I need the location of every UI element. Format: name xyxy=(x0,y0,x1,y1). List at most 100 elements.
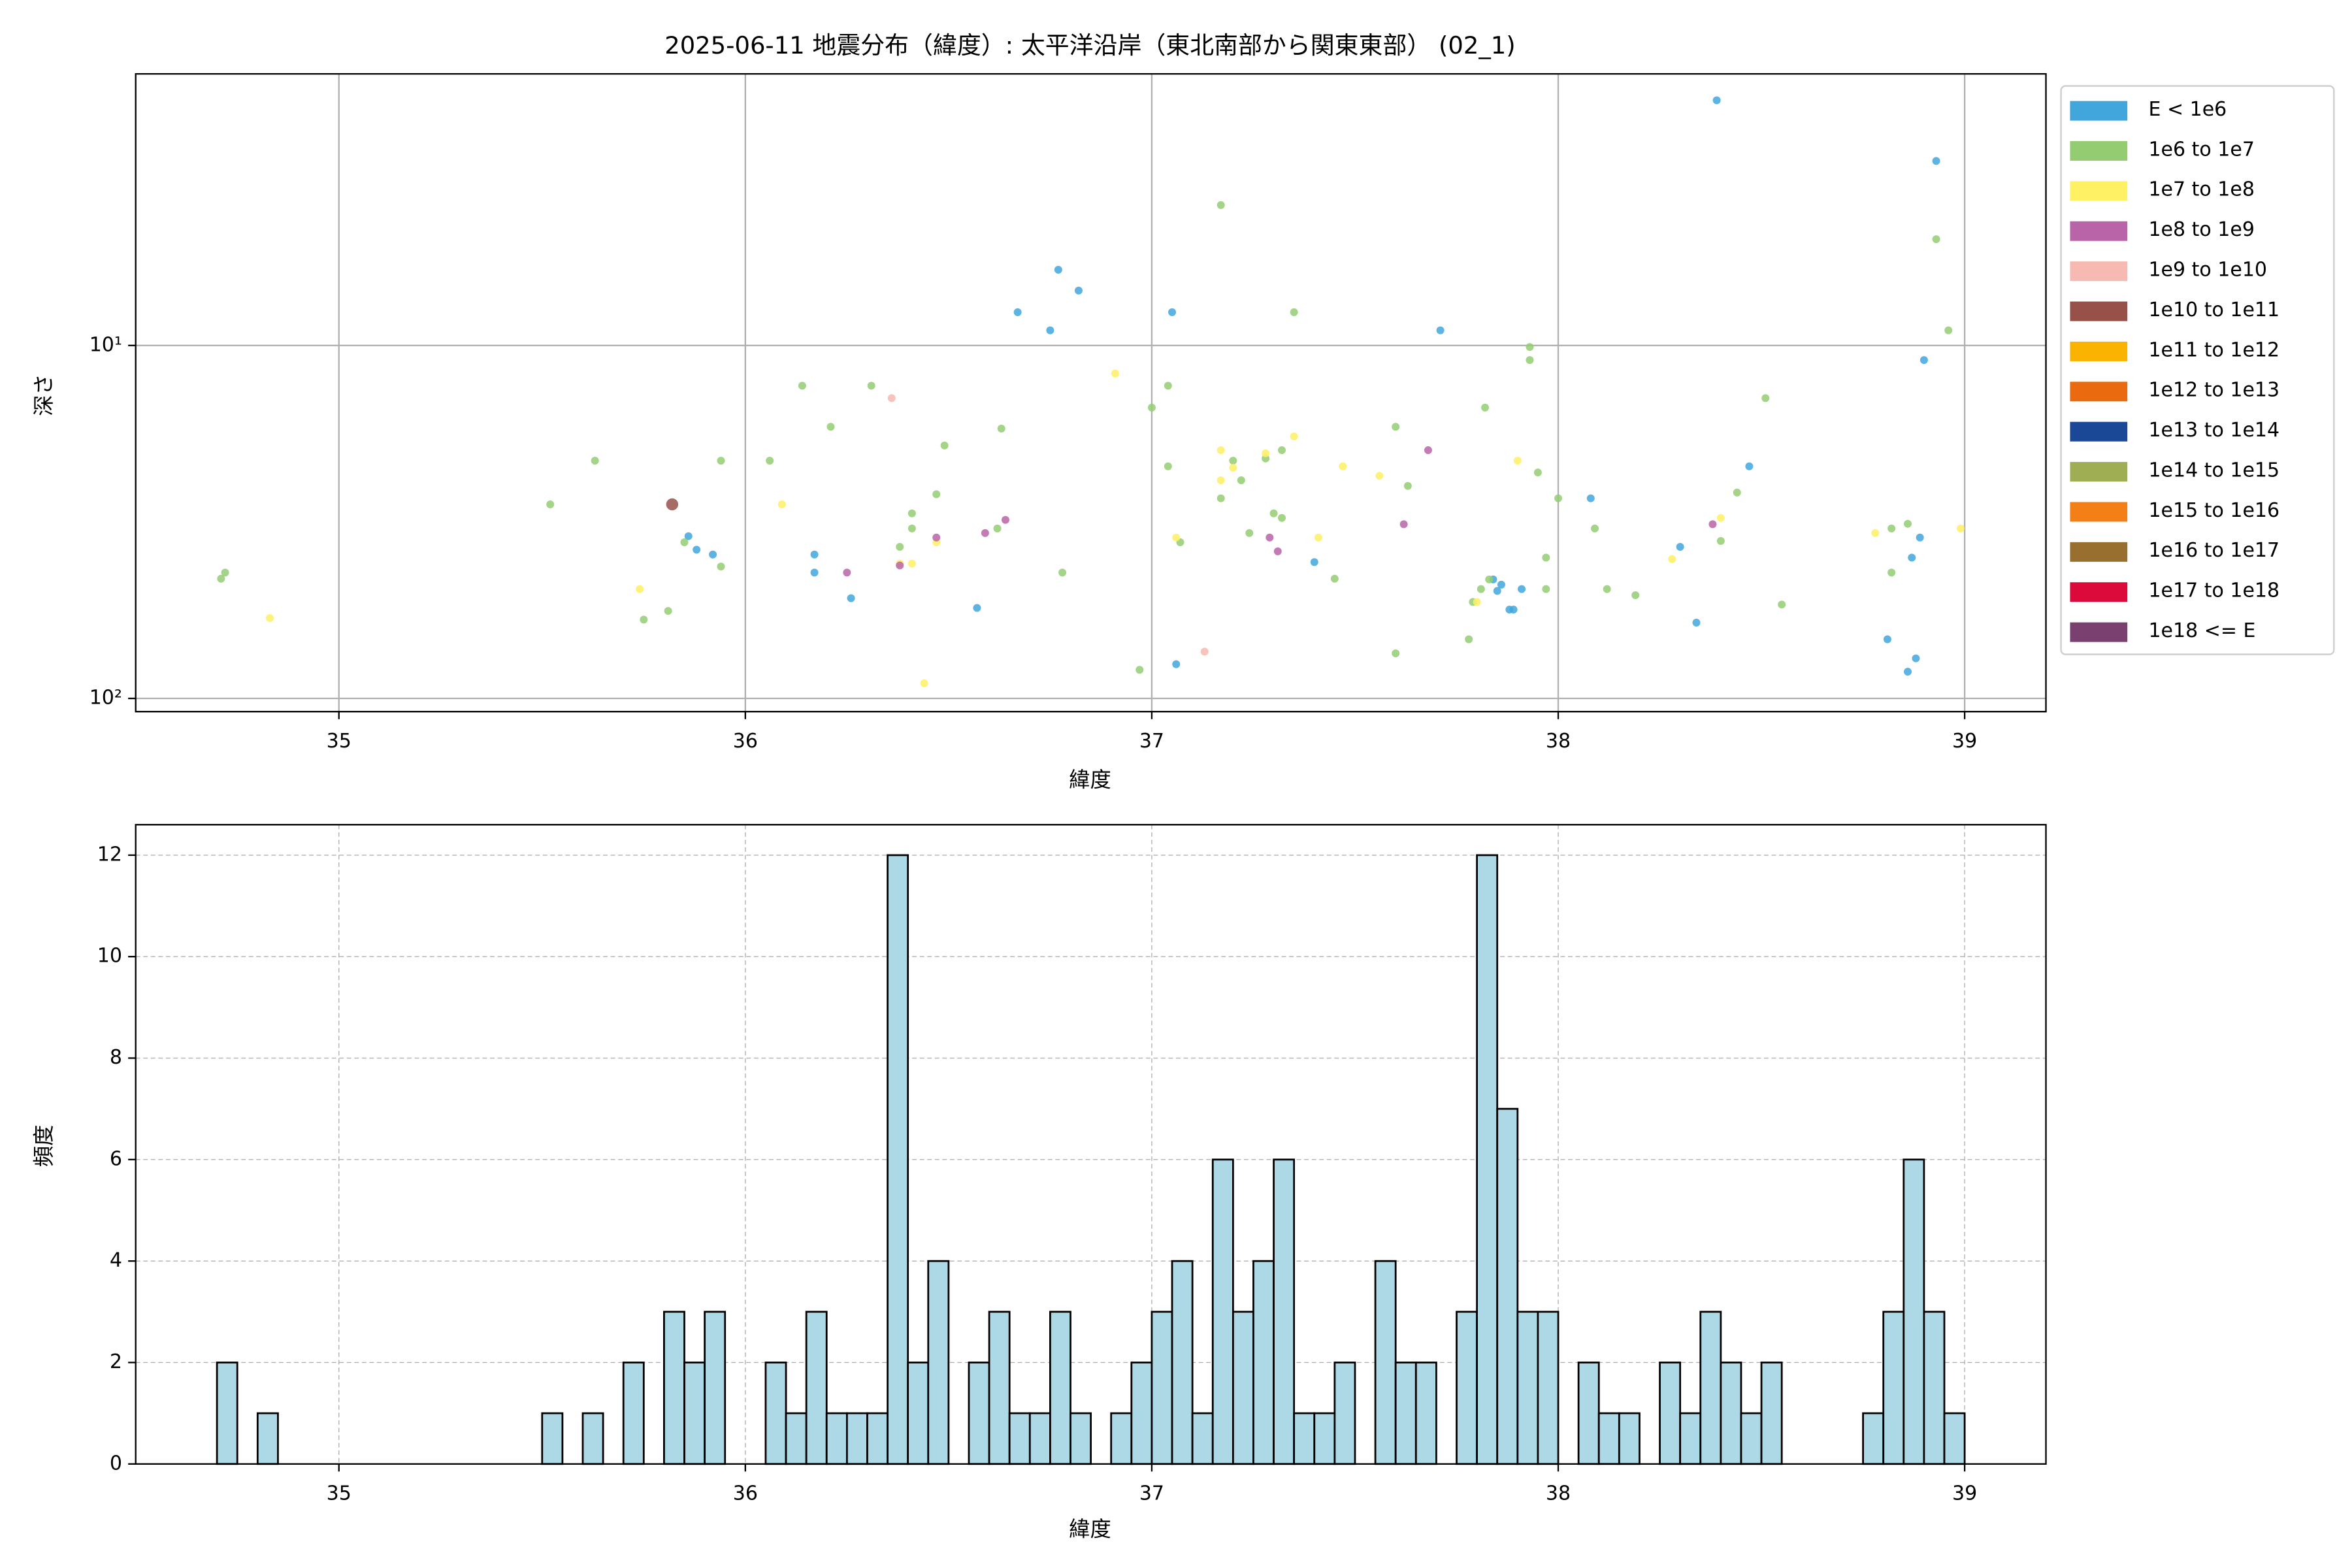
data-point xyxy=(1485,575,1494,583)
data-point xyxy=(887,394,896,402)
bar xyxy=(1476,854,1499,1465)
data-point xyxy=(1481,403,1490,412)
data-point xyxy=(1932,235,1940,244)
data-point xyxy=(1436,326,1445,335)
legend-label: 1e16 to 1e17 xyxy=(2148,539,2279,562)
data-point xyxy=(777,500,786,509)
data-point xyxy=(1375,472,1384,480)
bar xyxy=(1110,1412,1133,1465)
data-point xyxy=(798,382,806,390)
data-point xyxy=(1290,308,1298,316)
data-point xyxy=(1542,585,1550,593)
legend-swatch xyxy=(2070,181,2128,201)
data-point xyxy=(1229,463,1237,472)
data-point xyxy=(907,524,916,532)
data-point xyxy=(1603,585,1611,593)
data-point xyxy=(1392,649,1400,657)
x-tick-label: 37 xyxy=(1139,730,1164,753)
y-axis-label: 頻度 xyxy=(31,1125,56,1168)
data-point xyxy=(1631,591,1640,600)
bar xyxy=(968,1362,990,1465)
data-point xyxy=(1745,462,1754,470)
legend-label: 1e11 to 1e12 xyxy=(2148,338,2279,361)
x-tick-label: 38 xyxy=(1546,1482,1571,1505)
x-tick-label: 36 xyxy=(733,730,758,753)
bar xyxy=(1151,1311,1173,1465)
data-point xyxy=(1001,515,1009,524)
bar xyxy=(1659,1362,1682,1465)
y-tick-label: 6 xyxy=(110,1147,122,1170)
legend-label: 1e14 to 1e15 xyxy=(2148,459,2279,482)
y-tick-label: 12 xyxy=(97,843,122,866)
bar xyxy=(1313,1412,1336,1465)
legend: E < 1e6 1e6 to 1e7 1e7 to 1e8 1e8 to 1e9 1e9… xyxy=(2060,85,2335,655)
data-point xyxy=(1217,494,1225,502)
data-point xyxy=(1424,446,1432,455)
data-point xyxy=(1716,514,1725,522)
data-point xyxy=(896,543,904,551)
bar xyxy=(1456,1311,1478,1465)
y-tick-label: 4 xyxy=(110,1249,122,1272)
data-point xyxy=(1200,647,1209,656)
data-point xyxy=(666,498,679,511)
legend-label: 1e12 to 1e13 xyxy=(2148,379,2279,402)
legend-swatch xyxy=(2070,542,2128,562)
bar xyxy=(988,1311,1011,1465)
data-point xyxy=(1164,462,1172,470)
legend-swatch xyxy=(2070,421,2128,442)
data-point xyxy=(636,585,644,593)
data-point xyxy=(1278,446,1286,455)
chart-title: 2025-06-11 地震分布（緯度）: 太平洋沿岸（東北南部から関東東部） (… xyxy=(664,31,1515,59)
data-point xyxy=(1074,286,1083,295)
legend-swatch xyxy=(2070,622,2128,642)
data-point xyxy=(907,559,916,568)
bar xyxy=(541,1412,564,1465)
data-point xyxy=(546,500,555,509)
data-point xyxy=(1310,558,1318,566)
bar xyxy=(622,1362,645,1465)
data-point xyxy=(932,533,941,542)
bar xyxy=(1903,1158,1925,1465)
data-point xyxy=(1509,605,1518,613)
data-point xyxy=(1542,553,1550,562)
data-point xyxy=(1708,520,1717,529)
data-point xyxy=(717,457,725,465)
bar xyxy=(1496,1107,1519,1465)
data-point xyxy=(1871,529,1880,537)
data-point xyxy=(1668,555,1676,563)
data-point xyxy=(1473,598,1481,606)
legend-label: 1e17 to 1e18 xyxy=(2148,580,2279,602)
data-point xyxy=(1908,553,1916,562)
data-point xyxy=(1526,356,1534,365)
data-point xyxy=(1692,619,1701,627)
plot-frame xyxy=(135,73,2047,713)
bar xyxy=(1414,1362,1437,1465)
bar xyxy=(704,1311,727,1465)
x-tick-label: 35 xyxy=(327,1482,351,1505)
data-point xyxy=(1330,574,1339,583)
data-point xyxy=(1229,457,1237,465)
x-tick-label: 39 xyxy=(1952,730,1977,753)
data-point xyxy=(1465,635,1473,644)
legend-label: 1e7 to 1e8 xyxy=(2148,178,2254,201)
data-point xyxy=(1712,96,1721,105)
legend-frame xyxy=(2060,85,2335,655)
bar xyxy=(1273,1158,1296,1465)
bar xyxy=(1394,1362,1417,1465)
data-point xyxy=(843,568,851,577)
bar xyxy=(1740,1412,1763,1465)
bar xyxy=(1191,1412,1214,1465)
legend-label: 1e9 to 1e10 xyxy=(2148,258,2267,281)
legend-swatch xyxy=(2070,341,2128,361)
data-point xyxy=(1217,201,1225,209)
bar xyxy=(805,1311,828,1465)
data-point xyxy=(1904,519,1912,528)
data-point xyxy=(1314,533,1322,542)
data-point xyxy=(1944,326,1953,335)
data-point xyxy=(1147,403,1156,412)
legend-swatch xyxy=(2070,502,2128,522)
bar xyxy=(764,1362,787,1465)
data-point xyxy=(847,594,855,602)
bar xyxy=(1333,1362,1356,1465)
